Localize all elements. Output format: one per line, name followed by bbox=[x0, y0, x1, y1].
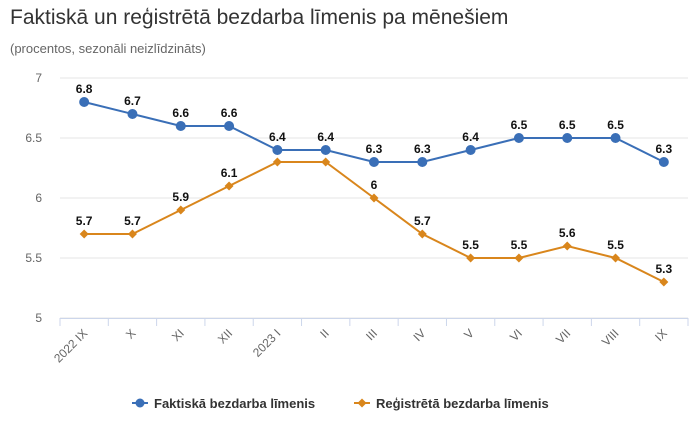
legend-marker bbox=[135, 398, 145, 408]
data-point bbox=[224, 121, 235, 131]
y-tick-label: 6 bbox=[35, 191, 42, 205]
data-label: 6.5 bbox=[607, 118, 624, 132]
data-point bbox=[127, 109, 138, 119]
data-label: 5.7 bbox=[76, 214, 93, 228]
data-label: 6.1 bbox=[221, 166, 238, 180]
y-tick-label: 5 bbox=[35, 311, 42, 325]
x-tick-label: IV bbox=[411, 326, 429, 344]
x-tick-label: XI bbox=[169, 326, 187, 344]
data-point bbox=[659, 277, 669, 287]
data-label: 6.6 bbox=[221, 106, 238, 120]
data-label: 6.3 bbox=[414, 142, 431, 156]
x-tick-label: V bbox=[461, 326, 477, 342]
data-point bbox=[417, 229, 427, 239]
data-point bbox=[465, 145, 476, 155]
data-point bbox=[562, 241, 572, 251]
data-label: 6.4 bbox=[269, 130, 286, 144]
data-point bbox=[369, 193, 379, 203]
data-label: 5.7 bbox=[414, 214, 431, 228]
x-tick-label: XII bbox=[215, 326, 235, 346]
data-point bbox=[321, 157, 331, 167]
x-tick-label: III bbox=[363, 326, 380, 343]
x-tick-label: 2022 IX bbox=[51, 326, 90, 365]
data-label: 5.5 bbox=[462, 238, 479, 252]
data-label: 6 bbox=[371, 178, 378, 192]
data-point bbox=[610, 133, 621, 143]
data-point bbox=[369, 157, 379, 167]
legend: Faktiskā bezdarba līmenis Reģistrētā bezd… bbox=[132, 396, 549, 411]
data-label: 6.5 bbox=[511, 118, 528, 132]
chart-subtitle: (procentos, sezonāli neizlīdzināts) bbox=[10, 41, 206, 56]
data-label: 6.7 bbox=[124, 94, 141, 108]
data-label: 6.3 bbox=[366, 142, 383, 156]
data-label: 5.3 bbox=[656, 262, 673, 276]
legend-marker bbox=[357, 398, 367, 408]
x-tick-label: 2023 I bbox=[250, 326, 283, 359]
data-point bbox=[127, 229, 137, 239]
x-tick-label: VIII bbox=[599, 326, 622, 349]
x-tick-label: VII bbox=[553, 326, 573, 346]
x-tick-label: VI bbox=[507, 326, 525, 344]
data-label: 6.6 bbox=[172, 106, 189, 120]
data-label: 6.4 bbox=[462, 130, 479, 144]
data-labels: 6.8 6.7 6.6 6.6 6.4 6.4 6.3 6.3 6.4 6.5 6.5 6.5 6.3 5… bbox=[76, 82, 673, 276]
data-label: 5.7 bbox=[124, 214, 141, 228]
data-point bbox=[514, 253, 524, 263]
data-point bbox=[320, 145, 331, 155]
data-label: 6.8 bbox=[76, 82, 93, 96]
chart-title: Faktiskā un reģistrētā bezdarba līmenis … bbox=[10, 6, 509, 29]
data-point bbox=[175, 121, 186, 131]
data-label: 5.6 bbox=[559, 226, 576, 240]
data-label: 5.9 bbox=[172, 190, 189, 204]
data-label: 6.4 bbox=[317, 130, 334, 144]
data-point bbox=[176, 205, 186, 215]
x-axis: 2022 IX X XI XII 2023 I II III IV V VI VII VIII IX bbox=[51, 318, 689, 365]
data-label: 6.3 bbox=[656, 142, 673, 156]
data-point bbox=[562, 133, 573, 143]
legend-label: Faktiskā bezdarba līmenis bbox=[154, 396, 315, 411]
y-axis: 5 5.5 6 6.5 7 bbox=[25, 71, 42, 325]
data-label: 6.5 bbox=[559, 118, 576, 132]
data-point bbox=[658, 157, 669, 167]
data-label: 5.5 bbox=[511, 238, 528, 252]
legend-label: Reģistrētā bezdarba līmenis bbox=[376, 396, 549, 411]
x-tick-label: II bbox=[317, 326, 332, 341]
series-group bbox=[79, 97, 669, 287]
data-label: 5.5 bbox=[607, 238, 624, 252]
data-point bbox=[272, 157, 282, 167]
data-point bbox=[513, 133, 524, 143]
data-point bbox=[417, 157, 428, 167]
x-tick-label: IX bbox=[652, 326, 670, 344]
y-tick-label: 6.5 bbox=[25, 131, 42, 145]
data-point bbox=[224, 181, 234, 191]
data-point bbox=[611, 253, 621, 263]
data-point bbox=[79, 229, 89, 239]
y-tick-label: 5.5 bbox=[25, 251, 42, 265]
data-point bbox=[466, 253, 476, 263]
data-point bbox=[79, 97, 90, 107]
data-point bbox=[272, 145, 283, 155]
x-tick-label: X bbox=[123, 326, 139, 342]
y-tick-label: 7 bbox=[35, 71, 42, 85]
